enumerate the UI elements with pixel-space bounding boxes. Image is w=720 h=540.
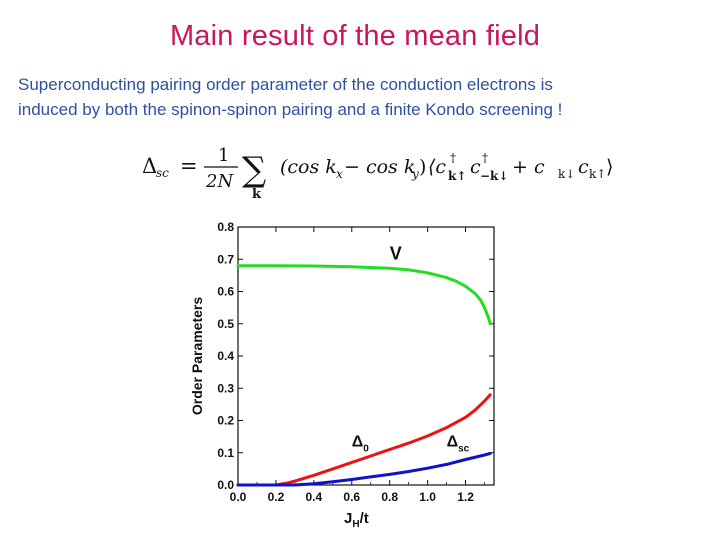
eq-paren: (cos k (280, 156, 337, 178)
y-tick-label: 0.8 (217, 220, 234, 234)
eq-c2-sup: † (482, 151, 488, 165)
x-tick-label: 0.6 (343, 490, 360, 504)
eq-c4-sub: k↑ (589, 167, 606, 181)
y-tick-label: 0.5 (217, 317, 234, 331)
y-tick-label: 0.6 (217, 285, 234, 299)
x-tick-label: 0.4 (306, 490, 323, 504)
plot-series (236, 264, 492, 487)
body-line-2: induced by both the spinon-spinon pairin… (18, 100, 563, 119)
eq-frac-num: 1 (218, 145, 229, 166)
eq-equals: = (180, 154, 198, 178)
eq-kx-sub: x (336, 167, 343, 181)
eq-lhs: Δ (142, 154, 157, 178)
x-tick-label: 0.0 (230, 490, 247, 504)
eq-plus: + c (512, 156, 545, 178)
series-label-Δsc: Δsc (447, 433, 470, 454)
eq-bracket-close: ⟩ (606, 156, 613, 178)
y-tick-label: 0.0 (217, 478, 234, 492)
y-tick-label: 0.3 (217, 381, 234, 395)
eq-sum: ∑ (242, 150, 266, 190)
eq-c2: c (470, 156, 481, 178)
x-tick-label: 1.0 (419, 490, 436, 504)
eq-ky-sub: y (411, 167, 419, 181)
x-tick-label: 0.2 (268, 490, 285, 504)
x-tick-label: 1.2 (457, 490, 474, 504)
eq-bracket-open: ⟨c (428, 156, 446, 178)
eq-c1-sup: † (450, 151, 456, 165)
series-label-V: V (390, 243, 402, 263)
series-line-Δsc (236, 451, 492, 487)
order-parameter-chart: 0.0 0.1 0.2 0.3 0.4 0.5 0.6 0.7 0.8 0.0 0.2 0.4 0.6 0… (189, 220, 495, 530)
delta-sc-equation: Δ sc = 1 2N ∑ k (cos k x − cos k y ) ⟨c … (142, 145, 613, 202)
body-line-1: Superconducting pairing order parameter … (18, 75, 553, 94)
series-line-V (236, 264, 492, 326)
eq-close-paren: ) (419, 156, 426, 178)
y-tick-label: 0.4 (217, 349, 234, 363)
slide-body: Superconducting pairing order parameter … (18, 72, 718, 122)
x-tick-label: 0.8 (381, 490, 398, 504)
slide-title: Main result of the mean field (169, 20, 541, 52)
series-line-Δ0 (236, 393, 492, 487)
eq-minus-cos: − cos k (344, 156, 415, 178)
x-axis-label: JH/t (344, 510, 369, 530)
eq-sum-sub: k (252, 187, 262, 202)
eq-lhs-sub: sc (156, 166, 169, 180)
eq-c2-sub: −k↓ (480, 169, 508, 183)
y-tick-label: 0.1 (217, 446, 234, 460)
eq-c4: c (578, 156, 589, 178)
series-label-Δ0: Δ0 (352, 433, 370, 454)
y-tick-label: 0.7 (217, 252, 234, 266)
eq-frac-den: 2N (205, 171, 234, 192)
y-axis-label: Order Parameters (189, 297, 205, 416)
eq-c3-sub: k↓ (558, 167, 575, 181)
eq-c1-sub: k↑ (448, 169, 466, 183)
y-tick-label: 0.2 (217, 414, 234, 428)
plot-annotations: V Δ0 Δsc (352, 243, 470, 454)
